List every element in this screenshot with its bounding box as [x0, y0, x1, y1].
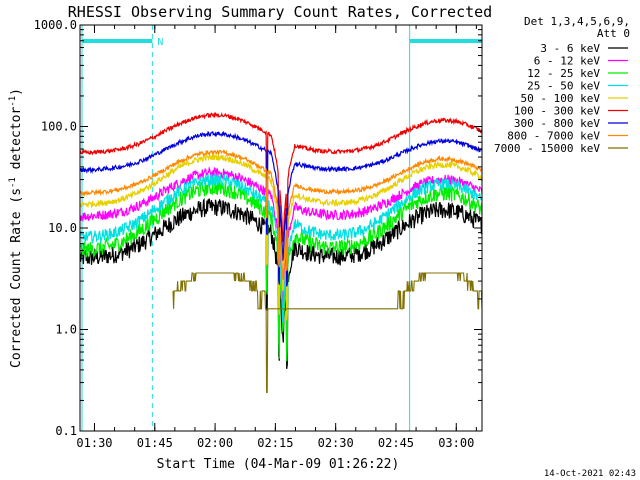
series-line [79, 179, 483, 362]
series-line [79, 165, 483, 308]
x-tick-label: 03:00 [438, 436, 474, 450]
x-tick-label: 01:45 [137, 436, 173, 450]
series-line [79, 149, 483, 281]
legend-entry-label: 7000 - 15000 keV [494, 142, 600, 155]
series-line [172, 272, 483, 393]
series-line [79, 130, 483, 287]
series-line [79, 172, 483, 323]
footer-date: 14-Oct-2021 02:43 [544, 469, 636, 479]
y-tick-label: 100.0 [41, 120, 77, 134]
x-axis-label: Start Time (04-Mar-09 01:26:22) [157, 457, 400, 472]
series-line [79, 197, 483, 369]
legend-entry-label: 50 - 100 keV [521, 92, 601, 105]
legend-entry-label: 300 - 800 keV [514, 117, 600, 130]
series-layer [79, 111, 483, 393]
legend-entry-label: 6 - 12 keV [534, 55, 601, 68]
x-axis: 01:30 01:45 02:00 02:15 02:30 02:45 03:00 [76, 25, 477, 450]
legend-entry-label: 12 - 25 keV [527, 67, 600, 80]
y-tick-label: 0.1 [55, 424, 77, 438]
x-tick-label: 01:30 [76, 436, 112, 450]
legend-entry-label: 100 - 300 keV [514, 105, 600, 118]
x-tick-label: 02:15 [257, 436, 293, 450]
y-tick-label: 1.0 [55, 323, 77, 337]
legend-entry-label: 800 - 7000 keV [507, 130, 600, 143]
y-axis: 0.1 1.0 10.0 100.0 1000.0 [34, 18, 482, 438]
legend-header: Att 0 [597, 27, 630, 40]
chart-title: RHESSI Observing Summary Count Rates, Co… [68, 3, 492, 21]
x-tick-label: 02:30 [318, 436, 354, 450]
y-axis-label: Corrected Count Rate (s-1 detector-1) [8, 88, 24, 368]
legend-entry-label: 25 - 50 keV [527, 80, 600, 93]
legend-header: Det 1,3,4,5,6,9, [524, 15, 630, 28]
orbit-bar-label: N [157, 37, 163, 48]
x-tick-label: 02:00 [197, 436, 233, 450]
y-tick-label: 10.0 [48, 221, 77, 235]
y-tick-label: 1000.0 [34, 18, 77, 32]
series-line [79, 111, 483, 244]
x-tick-label: 02:45 [378, 436, 414, 450]
legend-entry-label: 3 - 6 keV [540, 42, 600, 55]
